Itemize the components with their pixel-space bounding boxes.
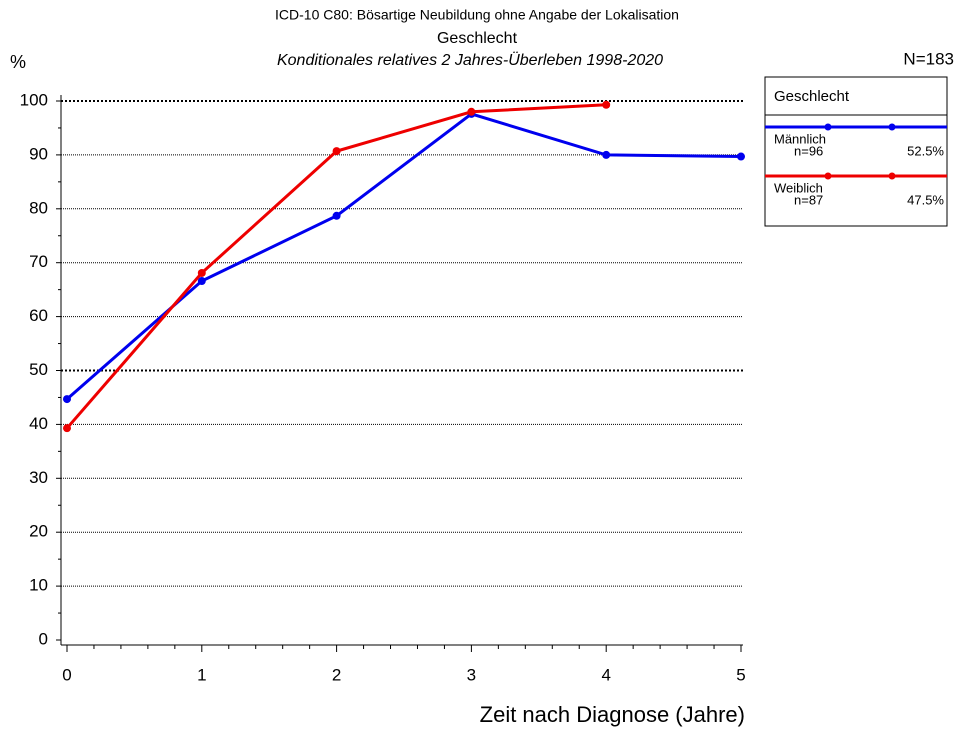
y-tick-label: 10 [29, 576, 48, 595]
y-tick-label: 80 [29, 198, 48, 217]
data-point [63, 395, 71, 404]
x-axis-label: Zeit nach Diagnose (Jahre) [480, 702, 745, 727]
legend-label: Weiblich [774, 180, 823, 195]
data-point [197, 277, 206, 286]
series-line [66, 112, 742, 401]
x-tick-label: 5 [736, 665, 745, 684]
legend-marker [824, 123, 832, 131]
legend-n: n=96 [794, 143, 823, 158]
data-point [602, 150, 611, 159]
data-point [63, 424, 71, 433]
data-point [197, 268, 206, 277]
y-tick-label: 100 [20, 90, 48, 109]
data-point [737, 152, 745, 161]
chart-title: ICD-10 C80: Bösartige Neubildung ohne An… [275, 7, 679, 23]
legend-n: n=87 [794, 192, 823, 207]
total-label: N=183 [903, 49, 954, 68]
data-point [467, 107, 476, 116]
legend-box [764, 76, 948, 227]
legend-share: 52.5% [907, 143, 944, 158]
legend-title: Geschlecht [774, 88, 850, 105]
legend-marker [888, 123, 896, 131]
y-tick-label: 70 [29, 252, 48, 271]
x-tick-label: 3 [467, 665, 476, 684]
data-point [602, 100, 611, 109]
data-point [332, 211, 341, 220]
chart-subtitle: Konditionales relatives 2 Jahres-Überleb… [277, 51, 663, 69]
y-tick-label: 20 [29, 522, 48, 541]
x-tick-label: 4 [601, 665, 610, 684]
x-tick-label: 1 [197, 665, 206, 684]
legend-label: Männlich [774, 131, 826, 146]
y-tick-label: 50 [29, 360, 48, 379]
y-axis-label: % [10, 52, 26, 72]
y-tick-label: 60 [29, 306, 48, 325]
chart-subtitle: Geschlecht [437, 30, 518, 47]
legend-share: 47.5% [907, 192, 944, 207]
legend-marker [888, 172, 896, 180]
legend-marker [824, 172, 832, 180]
y-tick-label: 0 [39, 629, 48, 648]
y-tick-label: 40 [29, 414, 48, 433]
y-tick-label: 90 [29, 144, 48, 163]
x-tick-label: 2 [332, 665, 341, 684]
y-tick-label: 30 [29, 468, 48, 487]
data-point [332, 147, 341, 156]
x-tick-label: 0 [62, 665, 71, 684]
